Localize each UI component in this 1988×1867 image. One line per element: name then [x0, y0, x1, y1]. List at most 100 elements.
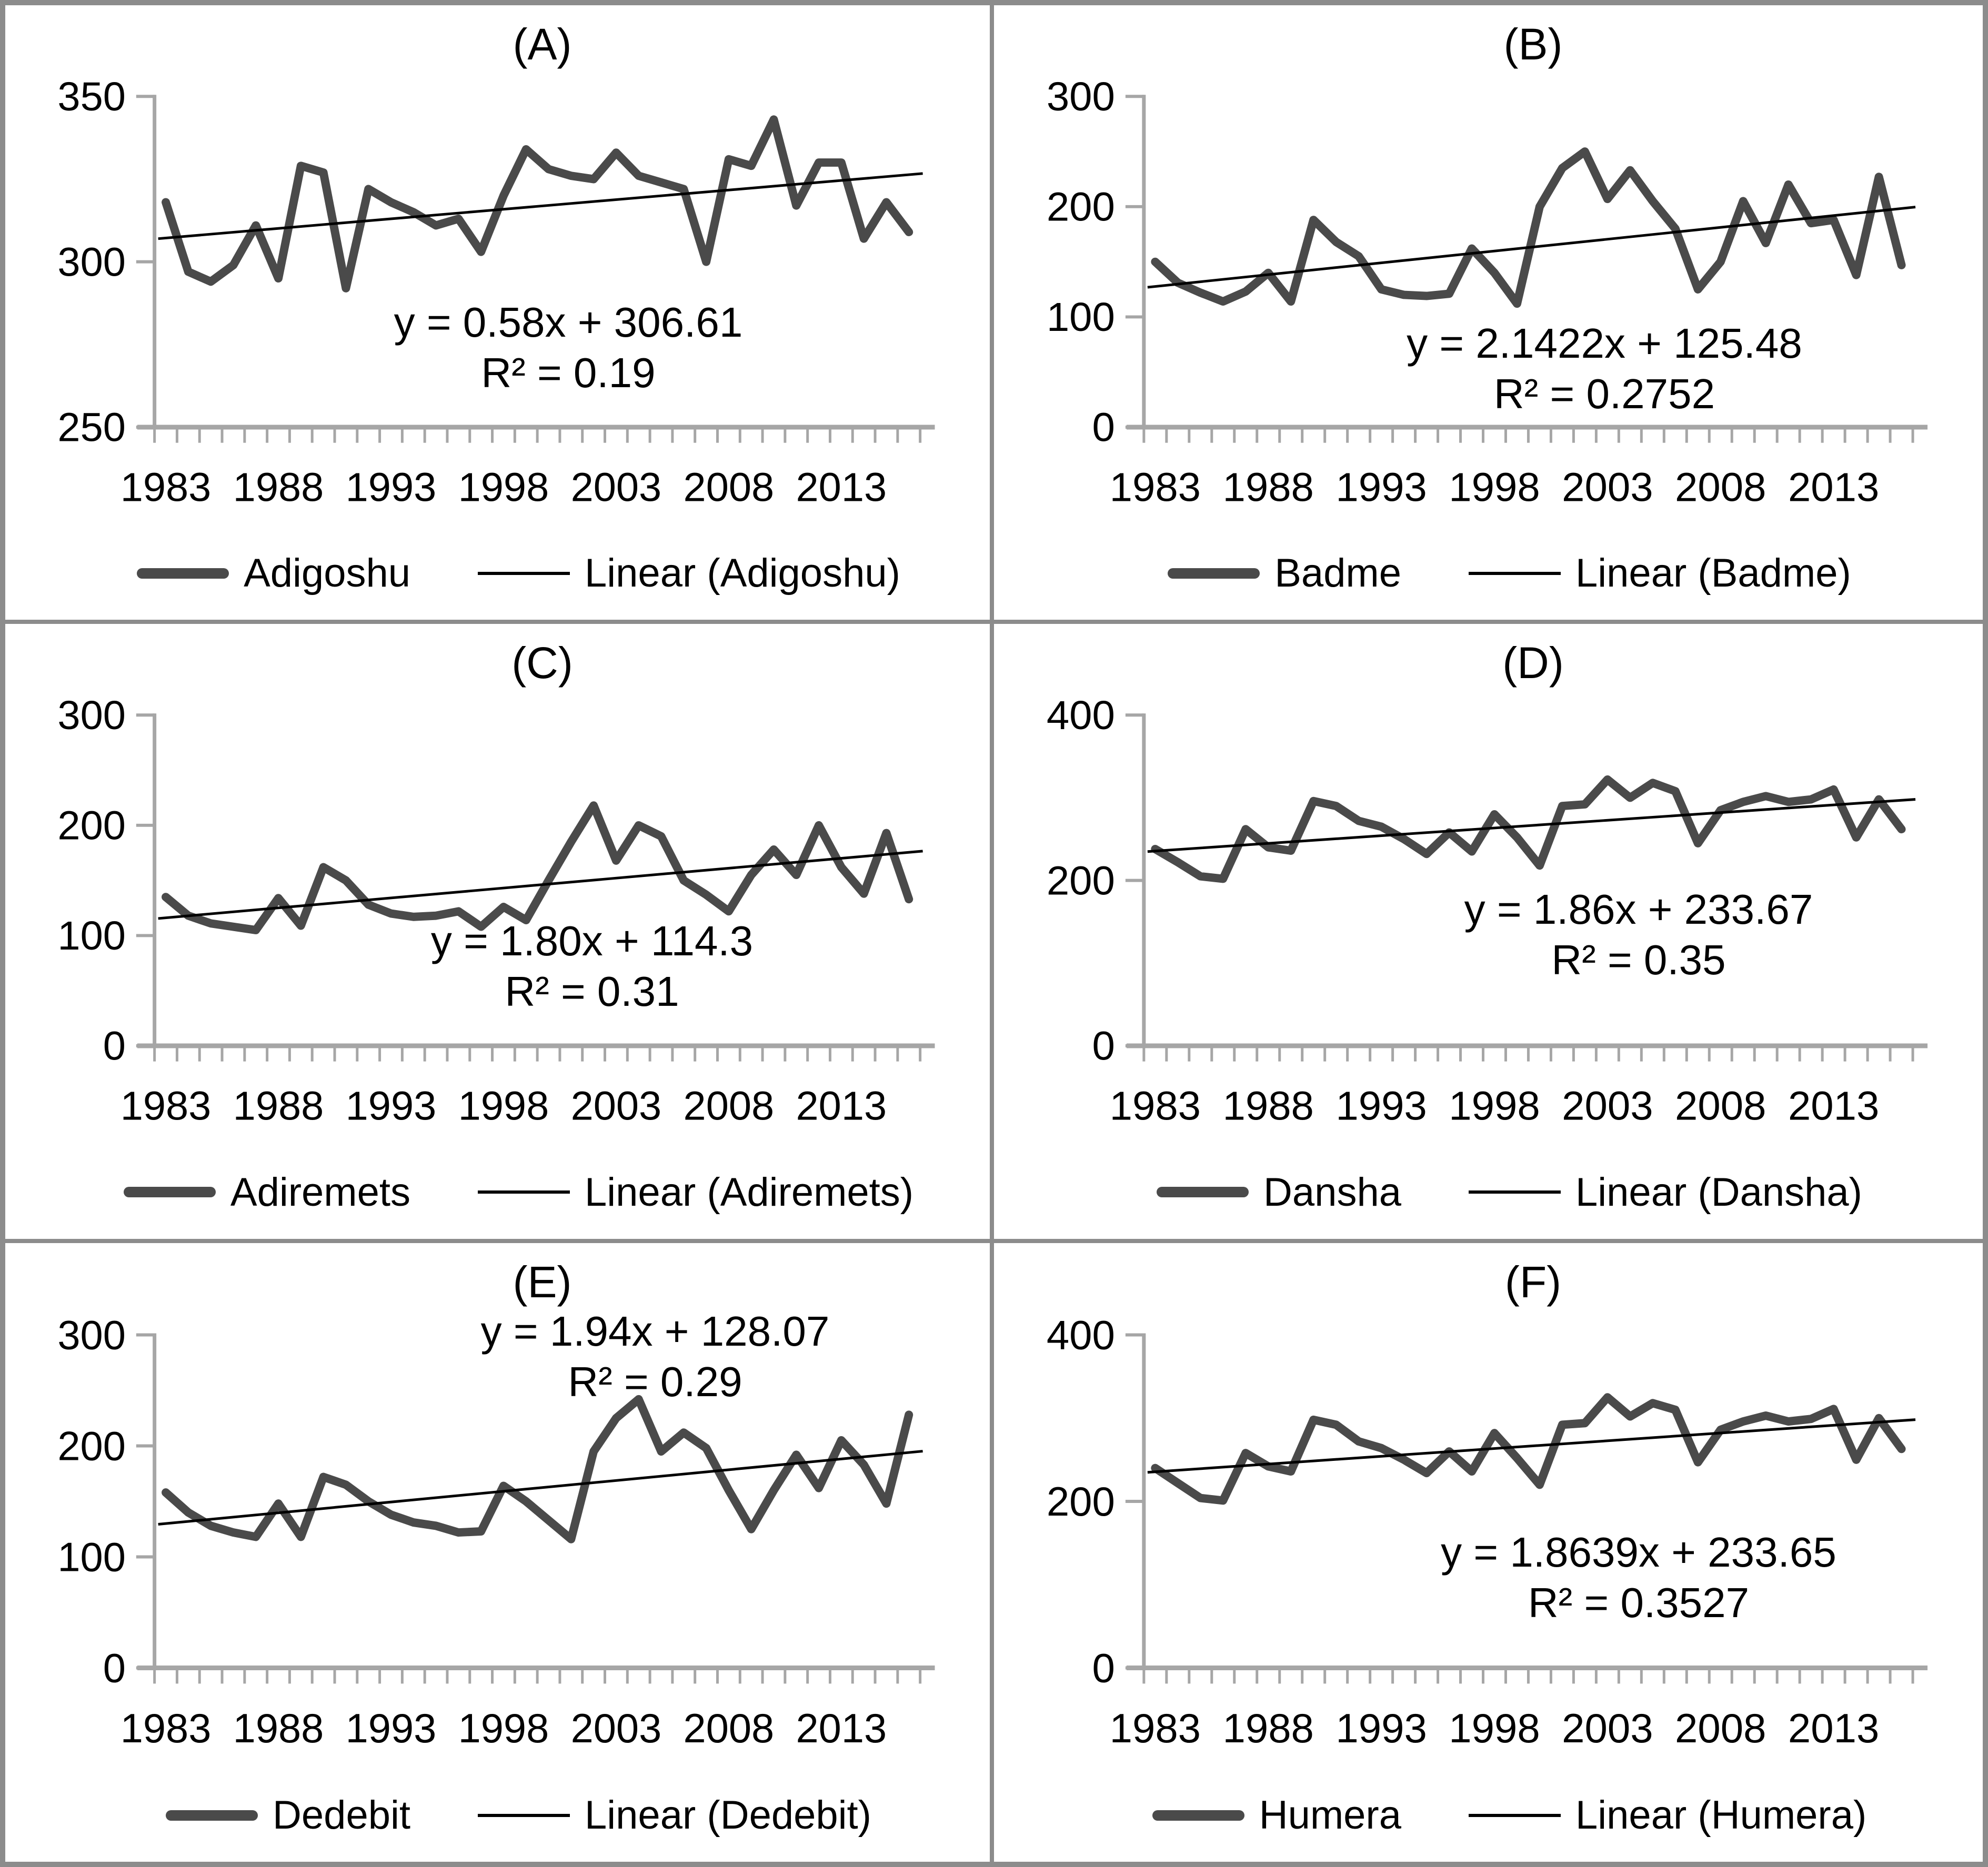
y-tick-label: 0 [103, 1024, 126, 1069]
y-tick-label: 200 [1047, 859, 1115, 904]
y-tick-label: 0 [1092, 1024, 1115, 1069]
y-tick-label: 200 [57, 1424, 126, 1469]
legend-linear-label: Linear (Adigoshu) [585, 551, 900, 596]
legend-series-label: Adigoshu [244, 551, 410, 596]
x-tick-label: 1983 [121, 465, 212, 510]
x-tick-label: 2013 [1788, 1084, 1879, 1129]
y-tick-label: 250 [57, 405, 125, 450]
x-tick-label: 1998 [458, 1084, 549, 1129]
equation-text: y = 1.86x + 233.67 [1464, 886, 1813, 933]
x-tick-label: 1993 [1336, 465, 1427, 510]
linear-swatch [478, 1813, 570, 1817]
linear-swatch [478, 1190, 570, 1194]
x-tick-label: 2008 [1675, 465, 1766, 510]
chart-canvas: 0 200 400 1983 1988 1993 1998 2003 2008 2013 [1047, 1313, 1928, 1751]
x-tick-label: 2008 [684, 1084, 775, 1129]
y-tick-label: 400 [1047, 1313, 1115, 1358]
x-tick-label: 2003 [1562, 465, 1653, 510]
x-tick-label: 2003 [1562, 1706, 1653, 1751]
y-tick-label: 200 [1047, 1479, 1115, 1525]
y-tick-label: 200 [57, 803, 125, 849]
x-tick-label: 1988 [233, 1084, 324, 1129]
x-tick-label: 2013 [796, 1084, 887, 1129]
r-squared-text: R² = 0.2752 [1493, 370, 1715, 417]
series-line [1151, 775, 1906, 883]
legend-linear-label: Linear (Badme) [1575, 551, 1851, 596]
trend-line [158, 1449, 923, 1526]
r-squared-text: R² = 0.3527 [1528, 1579, 1750, 1626]
x-tick-label: 2013 [1788, 1706, 1879, 1751]
legend: Humera Linear (Humera) [1052, 1792, 1967, 1838]
x-tick-label: 2013 [1788, 465, 1879, 510]
equation-text: y = 1.80x + 114.3 [430, 917, 754, 965]
y-tick-label: 100 [57, 1535, 126, 1580]
panel-d-dansha: 0 200 400 1983 1988 1993 1998 2003 2008 2013 (D) … [994, 624, 1983, 1243]
legend-linear-label: Linear (Dansha) [1575, 1169, 1862, 1215]
trend-equation: y = 1.80x + 114.3 R² = 0.31 [250, 916, 934, 1017]
legend-series-label: Dedebit [273, 1793, 410, 1838]
panel-title: (C) [511, 638, 573, 688]
x-tick-label: 1993 [346, 1706, 437, 1751]
legend-linear-label: Linear (Adiremets) [585, 1169, 914, 1215]
x-tick-label: 2003 [1562, 1084, 1653, 1129]
x-tick-label: 2008 [684, 465, 775, 510]
legend: Dedebit Linear (Dedebit) [63, 1792, 974, 1838]
panel-title: (D) [1502, 638, 1564, 688]
trend-line [1147, 206, 1916, 289]
trend-equation: y = 0.58x + 306.61 R² = 0.19 [226, 297, 910, 398]
x-tick-label: 2013 [796, 465, 887, 510]
legend: Badme Linear (Badme) [1052, 550, 1967, 596]
legend-series-label: Humera [1259, 1793, 1401, 1838]
series-line [162, 1395, 913, 1543]
chart-canvas: 0 200 400 1983 1988 1993 1998 2003 2008 2013 [1047, 693, 1928, 1129]
equation-text: y = 0.58x + 306.61 [394, 299, 743, 346]
legend-series-label: Dansha [1263, 1169, 1401, 1215]
x-tick-label: 1998 [458, 465, 549, 510]
x-tick-label: 1993 [1336, 1084, 1427, 1129]
x-tick-label: 2003 [571, 465, 662, 510]
panel-title: (B) [1503, 19, 1563, 69]
x-tick-label: 2003 [571, 1706, 662, 1751]
linear-swatch [1469, 1813, 1561, 1817]
panel-title: (E) [513, 1257, 572, 1307]
x-tick-label: 1983 [121, 1706, 212, 1751]
y-tick-label: 300 [57, 240, 125, 285]
chart-canvas: 250 300 350 1983 1988 1993 1998 2003 2008 2013 [57, 74, 935, 510]
trend-equation: y = 1.86x + 233.67 R² = 0.35 [1297, 884, 1981, 985]
panel-a-adigoshu: 250 300 350 1983 1988 1993 1998 2003 2008 2013 (A… [5, 5, 994, 624]
panel-b-badme: 0 100 200 300 1983 1988 1993 1998 2003 2008 2013 (… [994, 5, 1983, 624]
series-line [1151, 147, 1906, 308]
x-tick-label: 2008 [684, 1706, 775, 1751]
x-tick-label: 2003 [571, 1084, 662, 1129]
chart-canvas: 0 100 200 300 1983 1988 1993 1998 2003 2008 2013 [57, 1313, 935, 1751]
x-tick-label: 2008 [1675, 1706, 1766, 1751]
legend-series-label: Badme [1274, 551, 1401, 596]
x-tick-label: 1998 [458, 1706, 549, 1751]
y-tick-label: 300 [57, 1313, 126, 1358]
equation-text: y = 2.1422x + 125.48 [1407, 320, 1802, 367]
series-line [162, 115, 913, 292]
r-squared-text: R² = 0.29 [568, 1358, 742, 1405]
series-line [162, 801, 913, 935]
y-tick-label: 400 [1047, 693, 1115, 739]
x-tick-label: 1983 [121, 1084, 212, 1129]
x-tick-label: 1983 [1110, 1084, 1201, 1129]
x-tick-label: 1998 [1449, 1084, 1540, 1129]
legend: Dansha Linear (Dansha) [1052, 1169, 1967, 1215]
legend: Adigoshu Linear (Adigoshu) [63, 550, 974, 596]
panel-e-dedebit: 0 100 200 300 1983 1988 1993 1998 2003 2008 2013 (… [5, 1243, 994, 1862]
y-tick-label: 0 [103, 1646, 126, 1691]
x-tick-label: 1988 [1223, 465, 1314, 510]
x-tick-label: 1993 [1336, 1706, 1427, 1751]
legend-linear-label: Linear (Dedebit) [585, 1793, 871, 1838]
y-tick-label: 100 [1047, 295, 1115, 340]
linear-swatch [1469, 571, 1561, 575]
chart-canvas: 0 100 200 300 1983 1988 1993 1998 2003 2008 2013 [57, 693, 935, 1129]
trend-equation: y = 1.94x + 128.07 R² = 0.29 [313, 1306, 997, 1407]
series-swatch [166, 1810, 258, 1821]
y-tick-label: 300 [1047, 74, 1115, 119]
x-tick-label: 1998 [1449, 465, 1540, 510]
r-squared-text: R² = 0.35 [1551, 936, 1726, 984]
equation-text: y = 1.94x + 128.07 [480, 1307, 830, 1355]
trend-line [1147, 798, 1916, 853]
